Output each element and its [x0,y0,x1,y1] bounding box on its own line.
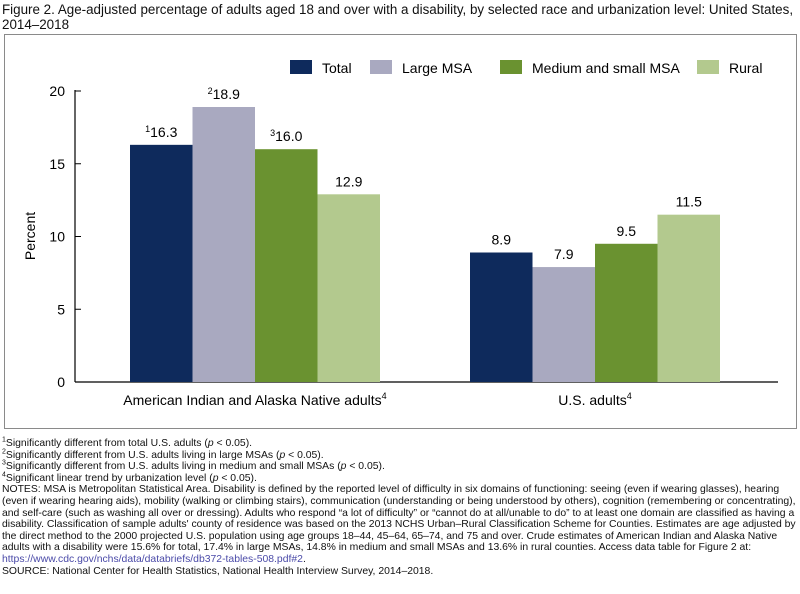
value-label: 218.9 [208,86,240,102]
category-label: American Indian and Alaska Native adults… [123,391,386,408]
value-label: 8.9 [492,232,512,248]
value-label: 9.5 [617,223,637,239]
category-label: U.S. adults4 [558,391,632,408]
legend-label: Large MSA [402,60,473,76]
figure-title: Figure 2. Age-adjusted percentage of adu… [2,2,794,32]
value-label: 12.9 [335,173,362,189]
data-table-link[interactable]: https://www.cdc.gov/nchs/data/databriefs… [2,553,303,565]
y-tick-label: 10 [49,229,65,245]
footnote-3: 3Significantly different from U.S. adult… [2,459,385,473]
footnote-1: 1Significantly different from total U.S.… [2,436,253,449]
legend-label: Total [322,60,352,76]
legend-label: Medium and small MSA [532,60,680,76]
y-axis-label: Percent [22,212,38,260]
legend-swatch [500,60,522,74]
y-tick-label: 0 [57,374,65,390]
chart-frame [4,34,797,429]
value-label: 7.9 [554,246,574,262]
value-label: 11.5 [676,194,702,210]
y-tick-label: 15 [49,156,65,172]
value-label: 316.0 [270,128,302,144]
bar-total [130,144,193,382]
bar-large-msa [532,267,595,382]
value-label: 116.3 [145,124,177,140]
bar-medium-and-small-msa [255,149,318,382]
bar-large-msa [192,107,255,382]
legend-swatch [370,60,392,74]
bar-rural [317,194,380,382]
y-tick-label: 20 [49,83,65,99]
bar-medium-and-small-msa [595,243,658,382]
y-tick-label: 5 [57,301,65,317]
bar-total [470,252,533,382]
legend-swatch [290,60,312,74]
footnote-2: 2Significantly different from U.S. adult… [2,448,324,461]
footnote-4: 4Significant linear trend by urbanizatio… [2,471,257,484]
legend-label: Rural [729,60,762,76]
bar-chart: 0 5 10 15 20 Percent 116.3 218.9 316.0 12.9 Americ… [22,60,778,408]
footnotes: 1Significantly different from total U.S.… [2,436,798,577]
notes-text: NOTES: MSA is Metropolitan Statistical A… [2,484,796,565]
source-text: SOURCE: National Center for Health Stati… [2,565,434,577]
legend-swatch [697,60,719,74]
bar-rural [657,214,720,382]
